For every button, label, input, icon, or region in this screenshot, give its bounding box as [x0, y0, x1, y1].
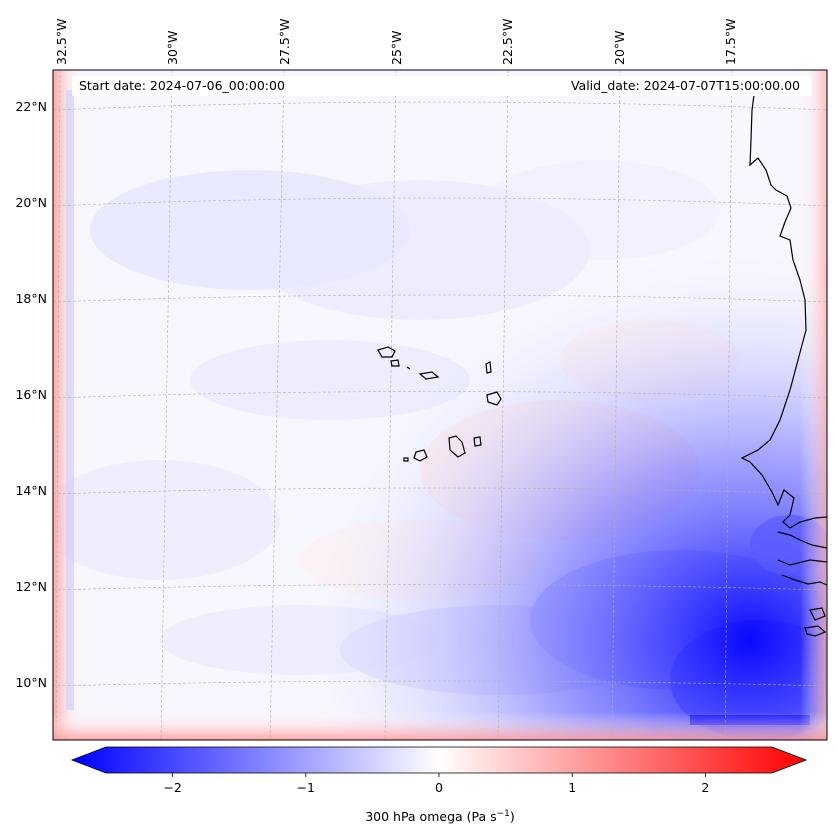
map-panel[interactable]: Start date: 2024-07-06_00:00:00 Valid_da… — [40, 70, 837, 740]
colorbar-tick-label: 1 — [568, 780, 576, 795]
lat-label: 16°N — [15, 387, 47, 402]
lat-label: 20°N — [15, 195, 47, 210]
lon-label: 32.5°W — [54, 19, 69, 65]
start-date-label: Start date: 2024-07-06_00:00:00 — [79, 78, 285, 93]
header-band — [72, 76, 812, 96]
lat-label: 12°N — [15, 579, 47, 594]
lat-label: 22°N — [15, 99, 47, 114]
lon-label: 17.5°W — [723, 19, 738, 65]
colorbar-title: 300 hPa omega (Pa s−1) — [365, 809, 515, 824]
colorbar-body — [70, 746, 808, 774]
latitude-labels: 22°N 20°N 18°N 16°N 14°N 12°N 10°N — [15, 99, 47, 690]
colorbar-tick-label: 0 — [435, 780, 443, 795]
colorbar-ticks: −2 −1 0 1 2 — [163, 773, 709, 795]
lon-label: 20°W — [612, 30, 627, 65]
colorbar-tick-label: −2 — [163, 780, 181, 795]
colorbar: −2 −1 0 1 2 300 hPa omega (Pa s−1) — [70, 746, 808, 824]
omega-field — [53, 70, 827, 740]
lat-label: 14°N — [15, 483, 47, 498]
longitude-labels: 32.5°W 30°W 27.5°W 25°W 22.5°W 20°W 17.5… — [54, 19, 738, 65]
lon-label: 27.5°W — [277, 19, 292, 65]
lat-label: 10°N — [15, 675, 47, 690]
lat-label: 18°N — [15, 291, 47, 306]
colorbar-tick-label: −1 — [297, 780, 315, 795]
map-frame — [52, 69, 828, 741]
colorbar-tick-label: 2 — [701, 780, 709, 795]
graticule — [53, 70, 827, 740]
lon-label: 22.5°W — [500, 19, 515, 65]
coastline — [740, 79, 827, 637]
cape-verde-islands — [377, 346, 502, 462]
lon-label: 25°W — [389, 30, 404, 65]
lon-label: 30°W — [165, 30, 180, 65]
valid-date-label: Valid_date: 2024-07-07T15:00:00.00 — [571, 78, 800, 93]
